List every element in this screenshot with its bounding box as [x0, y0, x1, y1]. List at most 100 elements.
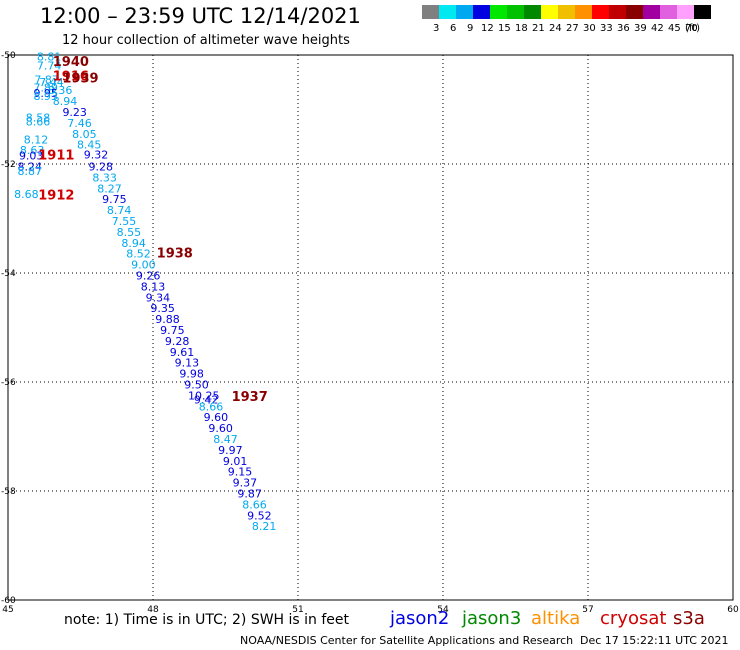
legend-label: 33: [600, 23, 613, 34]
wave-height-label: 9.97: [218, 444, 243, 457]
wave-height-label: 8.66: [199, 400, 224, 413]
legend-label: 3: [433, 23, 440, 34]
legend-swatch: [490, 5, 507, 19]
wave-height-label: 8.66: [26, 115, 51, 128]
legend-swatch: [422, 5, 439, 19]
footer-credit: NOAA/NESDIS Center for Satellite Applica…: [240, 634, 574, 647]
satellite-label-jason2: jason2: [390, 608, 450, 629]
legend-swatch: [609, 5, 626, 19]
legend-swatch: [456, 5, 473, 19]
wave-height-label: 8.47: [213, 433, 238, 446]
satellite-label-jason3: jason3: [462, 608, 522, 629]
time-label: 1940: [53, 55, 89, 70]
legend-label: 9: [467, 23, 474, 34]
wave-height-label: 7.87: [34, 73, 59, 86]
wave-height-label: 8.87: [18, 165, 43, 178]
legend-swatch: [694, 5, 711, 19]
footer-timestamp: Dec 17 15:22:11 UTC 2021: [580, 634, 729, 647]
wave-height-label: 9.15: [228, 466, 253, 479]
x-tick-label: 48: [147, 605, 159, 615]
wave-height-label: 9.50: [184, 379, 209, 392]
wave-height-label: 9.60: [208, 422, 233, 435]
wave-height-label: 7.55: [112, 215, 137, 228]
wave-height-label: 9.28: [89, 161, 114, 174]
wave-height-label: 9.60: [204, 411, 229, 424]
wave-height-label: 8.68: [14, 188, 39, 201]
wave-height-label: 9.42: [194, 393, 219, 406]
legend-swatch: [524, 5, 541, 19]
legend-swatch: [507, 5, 524, 19]
wave-height-label: 8.24: [18, 161, 43, 174]
wave-height-label: 10.25: [188, 389, 220, 402]
wave-height-label: 7.74: [37, 60, 62, 73]
legend-label: 39: [634, 23, 647, 34]
wave-height-label: 9.03: [19, 150, 44, 163]
chart-title: 12:00 – 23:59 UTC 12/14/2021: [40, 4, 361, 28]
legend-swatch: [575, 5, 592, 19]
legend-swatch: [626, 5, 643, 19]
wave-height-label: 9.23: [62, 106, 87, 119]
satellite-label-cryosat: cryosat: [600, 608, 667, 629]
legend-label: 6: [450, 23, 457, 34]
chart-subtitle: 12 hour collection of altimeter wave hei…: [62, 33, 350, 48]
wave-height-label: 9.13: [175, 357, 200, 370]
y-tick-label: -54: [1, 269, 16, 279]
wave-height-label: 8.45: [77, 139, 102, 152]
time-label: 1916: [53, 70, 89, 85]
wave-height-label: 9.95: [33, 87, 58, 100]
x-tick-label: 54: [437, 605, 449, 615]
legend-label: 12: [481, 23, 494, 34]
legend-label: 24: [549, 23, 562, 34]
legend-label: 30: [583, 23, 596, 34]
legend-label: 21: [532, 23, 545, 34]
x-tick-label: 51: [292, 605, 303, 615]
wave-height-label: 9.87: [237, 488, 262, 501]
wave-height-label: 8.05: [72, 128, 97, 141]
wave-height-label: 8.27: [97, 182, 122, 195]
legend-label: 18: [515, 23, 528, 34]
wave-height-label: 9.37: [233, 477, 258, 490]
wave-height-label: 8.58: [26, 111, 51, 124]
wave-height-label: 9.98: [179, 368, 204, 381]
time-label: 1911: [38, 149, 74, 164]
time-label: 1912: [38, 188, 74, 203]
wave-height-label: 7.89: [33, 82, 58, 95]
wave-height-label: 7.44: [39, 76, 64, 89]
wave-height-label: 9.26: [136, 270, 161, 283]
legend-swatch: [677, 5, 694, 19]
x-tick-label: 45: [2, 605, 13, 615]
time-label: 1937: [232, 390, 268, 405]
wave-height-label: 9.75: [160, 324, 185, 337]
wave-height-label: 8.52: [126, 248, 151, 261]
y-tick-label: -56: [1, 378, 16, 388]
wave-height-label: 9.01: [223, 455, 248, 468]
wave-height-label: 8.93: [33, 90, 58, 103]
wave-height-label: 8.36: [48, 84, 73, 97]
wave-height-label: 9.52: [247, 509, 272, 522]
wave-height-label: 9.34: [146, 291, 171, 304]
wave-height-label: 9.88: [155, 313, 180, 326]
wave-height-label: 8.81: [37, 50, 62, 63]
satellite-label-altika: altika: [531, 608, 581, 629]
wave-height-label: 9.28: [165, 335, 190, 348]
wave-height-label: 9.35: [150, 302, 175, 315]
legend-label: 27: [566, 23, 579, 34]
wave-height-label: 8.94: [121, 237, 146, 250]
y-tick-label: -58: [1, 487, 16, 497]
legend-swatch: [439, 5, 456, 19]
satellite-label-s3a: s3a: [673, 608, 705, 629]
wave-height-label: 8.74: [107, 204, 132, 217]
legend-swatch: [592, 5, 609, 19]
wave-height-label: 9.32: [84, 149, 109, 162]
wave-height-label: 8.13: [141, 280, 166, 293]
legend-swatch: [558, 5, 575, 19]
wave-height-label: 9.75: [102, 193, 127, 206]
wave-height-label: 8.33: [92, 171, 117, 184]
wave-height-label: 8.94: [53, 95, 78, 108]
wave-height-label: 7.46: [67, 117, 92, 130]
legend-swatch: [541, 5, 558, 19]
legend-label: 36: [617, 23, 630, 34]
y-tick-label: -50: [1, 51, 16, 61]
legend-label: 70: [685, 23, 698, 34]
